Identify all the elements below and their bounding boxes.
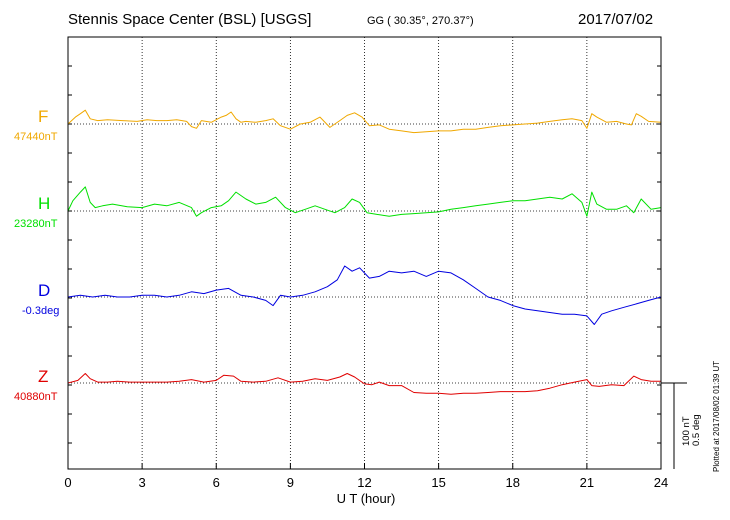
x-tick-label: 15 — [431, 475, 445, 490]
component-baseline-h: 23280nT — [14, 218, 58, 230]
x-tick-label: 9 — [287, 475, 294, 490]
series-line-d — [67, 265, 662, 325]
station-title: Stennis Space Center (BSL) [USGS] — [68, 11, 312, 28]
x-tick-label: 6 — [213, 475, 220, 490]
component-label-h: H — [38, 194, 51, 213]
component-baseline-f: 47440nT — [14, 131, 58, 143]
component-label-z: Z — [38, 367, 49, 386]
grid-lines — [68, 37, 661, 469]
component-label-d: D — [38, 281, 51, 300]
series-line-z — [67, 373, 661, 395]
scale-bar — [661, 382, 687, 469]
component-baseline-z: 40880nT — [14, 391, 58, 403]
x-tick-label: 24 — [654, 475, 668, 490]
station-coordinates: GG ( 30.35°, 270.37°) — [367, 15, 474, 27]
series-line-f — [67, 109, 662, 134]
component-label-f: F — [38, 107, 49, 126]
chart-date: 2017/07/02 — [578, 11, 654, 28]
component-baseline-d: -0.3deg — [22, 305, 60, 317]
plotted-timestamp: Plotted at 2017/08/02 01:39 UT — [712, 360, 721, 472]
x-axis-ticks: 0 3 6 9 12 15 18 21 24 — [64, 463, 668, 490]
x-tick-label: 18 — [506, 475, 520, 490]
x-tick-label: 12 — [357, 475, 371, 490]
x-axis-label: U T (hour) — [337, 491, 396, 506]
x-tick-label: 0 — [64, 475, 71, 490]
series-line-h — [67, 186, 662, 217]
series-lines — [67, 109, 662, 395]
scale-deg-label: 0.5 deg — [691, 414, 702, 446]
x-tick-label: 21 — [580, 475, 594, 490]
x-tick-label: 3 — [139, 475, 146, 490]
